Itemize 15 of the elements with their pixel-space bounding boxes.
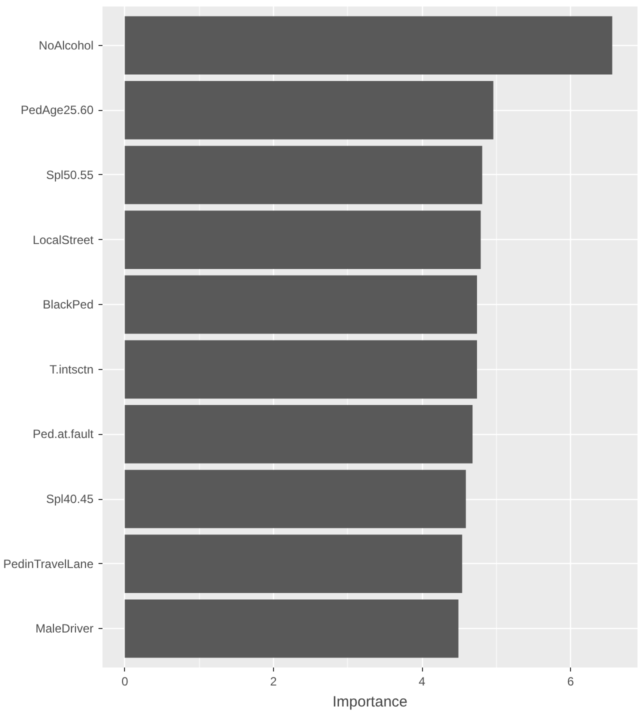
y-tick-label: NoAlcohol bbox=[38, 38, 94, 52]
y-tick-label: PedinTravelLane bbox=[3, 556, 94, 571]
y-tick-label: PedAge25.60 bbox=[20, 103, 94, 118]
x-tick-label: 0 bbox=[121, 674, 128, 688]
y-tick-label: BlackPed bbox=[42, 298, 94, 312]
y-tick-label: LocalStreet bbox=[32, 232, 94, 247]
y-tick-label: Ped.at.fault bbox=[32, 427, 94, 442]
x-tick-label: 2 bbox=[270, 674, 278, 688]
y-tick-label: T.intsctn bbox=[49, 362, 94, 376]
x-tick-label: 4 bbox=[418, 674, 426, 688]
y-tick-label: MaleDriver bbox=[35, 622, 94, 636]
y-tick-label: Spl50.55 bbox=[46, 168, 94, 182]
x-axis-title: Importance bbox=[332, 694, 408, 710]
y-tick-label: Spl40.45 bbox=[46, 492, 94, 506]
x-tick-label: 6 bbox=[567, 674, 574, 688]
